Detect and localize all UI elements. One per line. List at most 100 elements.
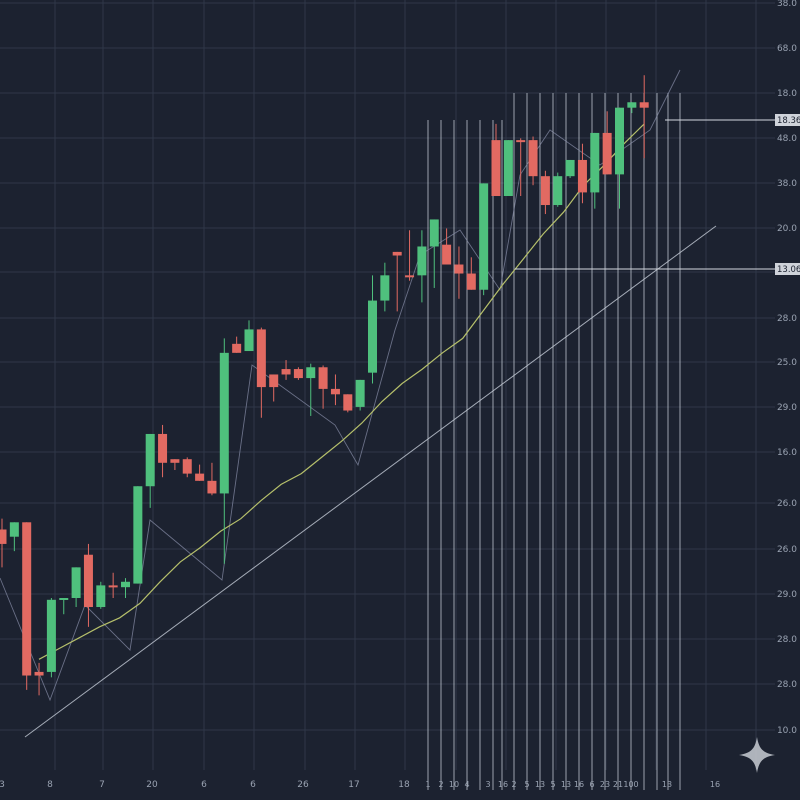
x-tick-label: 3 <box>0 780 5 790</box>
candle <box>540 170 550 215</box>
candle-body <box>503 140 513 197</box>
candle <box>293 367 303 380</box>
x-tick-label: 100 <box>623 780 638 789</box>
candle-body <box>405 275 415 278</box>
x-tick-label: 1 <box>425 780 430 789</box>
x-axis: 3 8 7 20 6 6 26 17 18 1 2 10 4 3 16 2 5 13 5 13 16 6 23 21 100 13… <box>0 780 720 790</box>
candle-body <box>590 132 600 193</box>
candles <box>0 75 649 696</box>
candle-body <box>565 159 575 177</box>
candle <box>145 433 155 508</box>
candle-body <box>195 473 205 481</box>
x-tick-label: 23 <box>600 780 610 789</box>
price-tag: 13.06 <box>775 263 800 275</box>
candle <box>466 257 476 290</box>
y-tick-label: 29.0 <box>777 403 797 413</box>
candle-body <box>627 102 637 108</box>
candle-body <box>9 522 19 537</box>
candle-body <box>577 159 587 193</box>
candle <box>0 518 7 568</box>
y-tick-label: 25.0 <box>777 358 797 368</box>
candle <box>565 159 575 178</box>
y-tick-label: 28.0 <box>777 680 797 690</box>
candle <box>195 464 205 481</box>
candle-body <box>133 486 143 584</box>
y-tick-label: 29.0 <box>777 590 797 600</box>
candle-body <box>22 522 32 676</box>
y-tick-label: 28.0 <box>777 635 797 645</box>
candle <box>355 379 365 411</box>
x-tick-label: 16 <box>574 780 584 789</box>
candle-body <box>429 219 439 247</box>
candle-body <box>59 598 69 600</box>
price-lines <box>515 119 775 270</box>
y-tick-label: 48.0 <box>777 134 797 144</box>
candle <box>429 219 439 288</box>
candle-body <box>108 585 118 588</box>
candle <box>244 320 254 352</box>
y-tick-label: 16.0 <box>777 448 797 458</box>
x-tick-label: 17 <box>348 780 359 790</box>
candle-body <box>269 374 279 388</box>
candle <box>232 336 242 353</box>
candle <box>34 662 44 696</box>
candle-body <box>355 379 365 407</box>
candle <box>454 246 464 299</box>
x-tick-label: 2 <box>438 780 443 789</box>
candle-body <box>256 329 266 388</box>
x-tick-label: 20 <box>146 780 158 790</box>
candle <box>306 363 316 416</box>
y-tick-label: 18.0 <box>777 89 797 99</box>
candle-body <box>380 275 390 301</box>
grid-lines <box>0 0 775 770</box>
candle-body <box>330 388 340 395</box>
x-tick-label: 5 <box>550 780 555 789</box>
x-tick-label: 18 <box>398 780 410 790</box>
x-tick-label: 3 <box>485 780 490 789</box>
candle-body <box>121 581 130 588</box>
candle <box>46 598 56 678</box>
candle <box>269 374 279 402</box>
x-tick-label: 16 <box>498 780 508 789</box>
y-tick-label: 38.0 <box>777 0 797 9</box>
candle <box>615 107 624 209</box>
x-tick-label: 6 <box>589 780 594 789</box>
candle <box>22 522 32 690</box>
candle <box>577 143 587 204</box>
candle <box>479 183 489 296</box>
moving-average-line <box>38 123 645 660</box>
trendlines <box>0 69 717 738</box>
x-tick-label: 6 <box>201 780 207 790</box>
candle-body <box>0 529 7 544</box>
x-tick-label: 16 <box>710 780 720 789</box>
candle <box>368 275 377 384</box>
candle <box>9 522 19 552</box>
x-tick-label: 21 <box>613 780 623 789</box>
candle <box>380 262 390 312</box>
vertical-marker-lines <box>427 93 681 790</box>
candle-body <box>466 273 476 290</box>
y-tick-label: 38.0 <box>777 179 797 189</box>
sparkle-watermark-icon <box>739 737 775 773</box>
price-tag-label: 18.36 <box>777 116 800 126</box>
y-tick-label: 20.0 <box>777 224 797 234</box>
candle-body <box>392 251 402 256</box>
candle-body <box>46 599 56 672</box>
candle <box>442 228 452 265</box>
candle <box>405 230 415 281</box>
price-tags: 18.36 13.06 <box>775 114 800 275</box>
candle <box>170 459 180 471</box>
x-tick-label: 13 <box>561 780 571 789</box>
candle <box>219 338 229 564</box>
candle-body <box>368 300 377 373</box>
x-tick-label: 10 <box>449 780 459 789</box>
candle <box>503 140 513 197</box>
y-tick-label: 28.0 <box>777 314 797 324</box>
x-tick-label: 6 <box>250 780 256 790</box>
candle <box>343 394 353 413</box>
candle <box>83 543 93 627</box>
candle <box>158 424 168 478</box>
candle-body <box>602 132 612 175</box>
candle-body <box>479 183 489 290</box>
candle <box>207 462 217 496</box>
